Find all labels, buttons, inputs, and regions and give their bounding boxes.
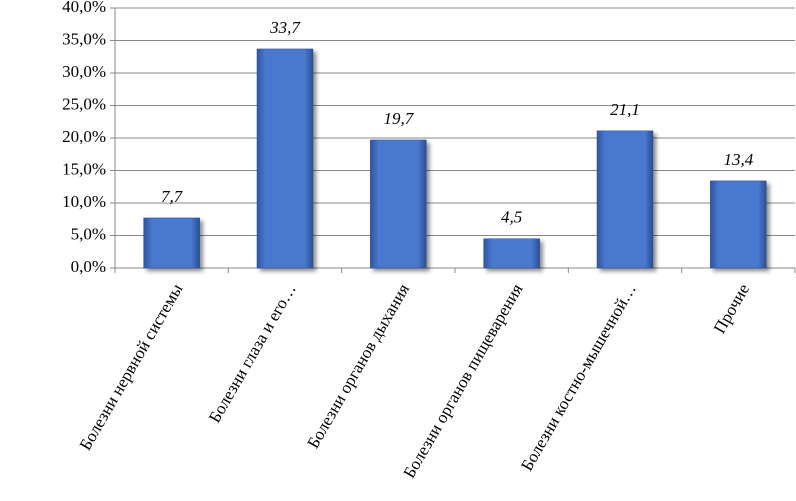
- x-tick-label: Болезни глаза и его…: [205, 280, 300, 425]
- x-tick-label: Болезни костно-мышечной…: [517, 280, 640, 474]
- value-label: 19,7: [383, 109, 414, 128]
- value-label: 13,4: [723, 150, 753, 169]
- bar: [483, 238, 540, 269]
- y-tick-label: 5,0%: [71, 224, 106, 243]
- bar: [370, 139, 427, 269]
- value-label: 4,5: [501, 208, 522, 227]
- value-label: 21,1: [610, 100, 640, 119]
- bar: [710, 180, 767, 269]
- y-tick-label: 30,0%: [62, 62, 106, 81]
- y-tick-label: 20,0%: [62, 127, 106, 146]
- y-tick-label: 15,0%: [62, 159, 106, 178]
- x-tick-label: Болезни органов пищеварения: [400, 280, 527, 481]
- value-label: 7,7: [161, 187, 184, 206]
- y-tick-label: 10,0%: [62, 192, 106, 211]
- y-tick-label: 0,0%: [71, 257, 106, 276]
- x-tick-label: Болезни нервной системы: [76, 280, 187, 454]
- y-tick-label: 25,0%: [62, 94, 106, 113]
- x-tick-label: Болезни органов дыхания: [303, 280, 413, 451]
- bar: [596, 130, 654, 269]
- value-label: 33,7: [269, 18, 301, 37]
- y-tick-label: 40,0%: [62, 0, 106, 16]
- x-tick-label: Прочие: [710, 280, 753, 336]
- bar: [256, 48, 314, 269]
- y-tick-label: 35,0%: [62, 29, 106, 48]
- bar: [143, 217, 200, 269]
